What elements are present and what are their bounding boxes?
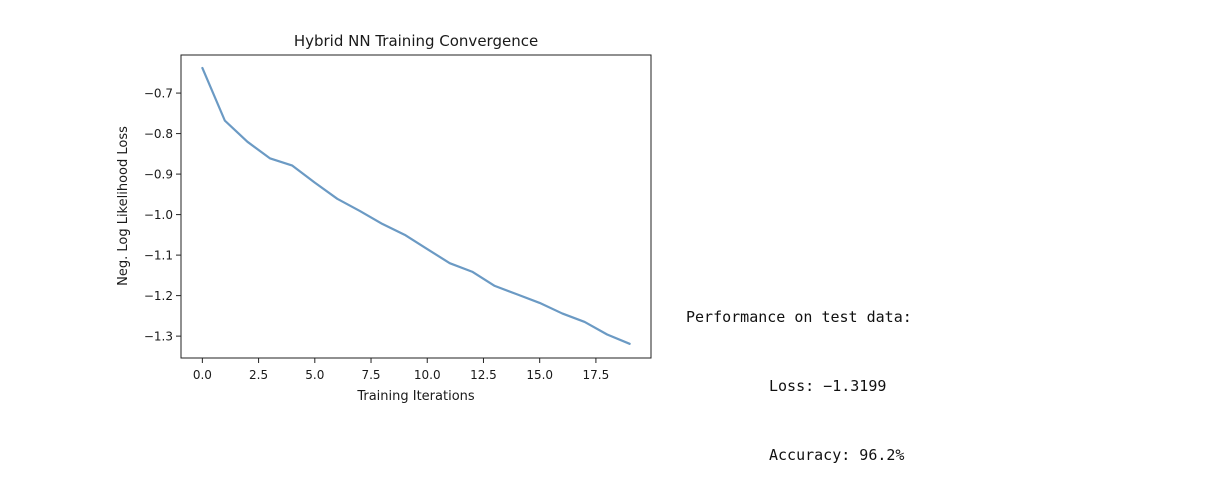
y-axis-ticks: −0.7 −0.8 −0.9 −1.0 −1.1 −1.2 −1.3 <box>144 87 181 344</box>
y-tick-label: −0.9 <box>144 168 173 182</box>
y-axis-label: Neg. Log Likelihood Loss <box>116 126 131 286</box>
test-loss: Loss: −1.3199 <box>769 377 887 395</box>
chart-title: Hybrid NN Training Convergence <box>294 32 538 50</box>
y-tick-label: −1.3 <box>144 330 173 344</box>
x-tick-label: 2.5 <box>249 368 268 382</box>
loss-chart: Hybrid NN Training Convergence 0.0 2.5 5.0… <box>116 32 652 404</box>
y-tick-label: −1.0 <box>144 208 173 222</box>
y-tick-label: −0.7 <box>144 87 173 101</box>
x-tick-label: 10.0 <box>414 368 441 382</box>
x-tick-label: 17.5 <box>583 368 610 382</box>
x-tick-label: 0.0 <box>193 368 212 382</box>
x-tick-label: 15.0 <box>526 368 553 382</box>
y-tick-label: −0.8 <box>144 127 173 141</box>
x-tick-label: 5.0 <box>305 368 324 382</box>
x-tick-label: 12.5 <box>470 368 497 382</box>
chart-container: Hybrid NN Training Convergence 0.0 2.5 5.0… <box>0 0 680 420</box>
x-axis-ticks: 0.0 2.5 5.0 7.5 10.0 12.5 15.0 17.5 <box>193 358 609 382</box>
test-performance-output: Performance on test data: Loss: −1.3199 … <box>686 260 912 490</box>
plot-marks <box>201 66 631 345</box>
performance-heading: Performance on test data: <box>686 308 912 326</box>
plot-frame <box>180 54 652 359</box>
x-axis-label: Training Iterations <box>356 389 475 404</box>
loss-series-line <box>201 66 631 345</box>
y-tick-label: −1.1 <box>144 249 173 263</box>
test-accuracy: Accuracy: 96.2% <box>769 446 905 464</box>
y-tick-label: −1.2 <box>144 289 173 303</box>
x-tick-label: 7.5 <box>361 368 380 382</box>
